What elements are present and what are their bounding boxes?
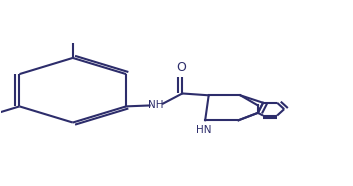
Text: NH: NH [148,100,164,110]
Text: HN: HN [196,125,211,135]
Text: O: O [177,60,186,73]
